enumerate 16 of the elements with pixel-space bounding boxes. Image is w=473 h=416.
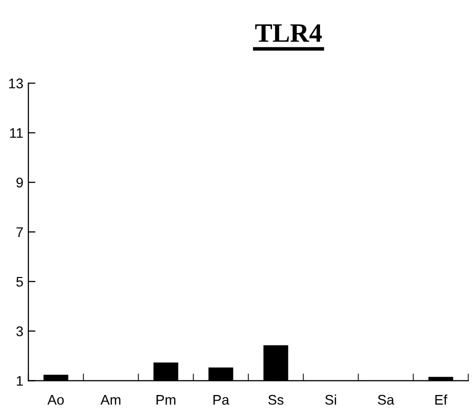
x-tick-label: Ao — [47, 395, 64, 405]
y-tick-label: 1 — [16, 376, 23, 386]
x-tick-label: Pm — [156, 395, 176, 405]
x-tick-label: Ss — [268, 394, 284, 405]
y-tick-label: 5 — [16, 276, 23, 287]
y-tick-label: 7 — [16, 227, 23, 237]
x-tick-label: Ef — [435, 394, 448, 405]
chart-title: TLR4 — [255, 24, 322, 42]
y-tick-label: 3 — [16, 326, 23, 336]
y-tick-label: 9 — [16, 178, 23, 188]
y-tick-label: 11 — [10, 128, 23, 138]
x-tick-label: Sa — [378, 394, 394, 405]
y-tick-label: 13 — [9, 78, 23, 88]
x-tick-label: Am — [100, 395, 120, 405]
x-tick-label: Pa — [213, 395, 230, 405]
x-tick-label: Si — [325, 394, 336, 405]
